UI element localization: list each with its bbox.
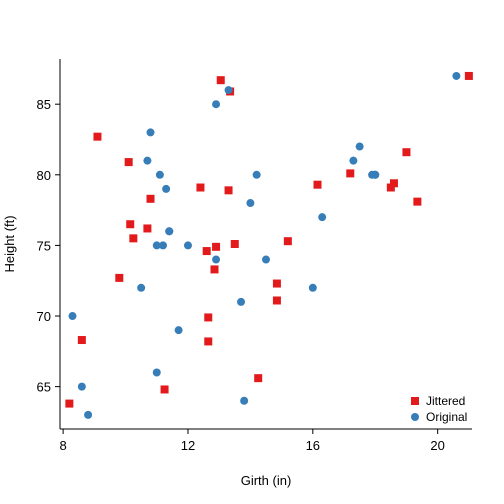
y-tick-label: 65 [37,380,51,395]
data-point [252,170,261,179]
data-point [371,170,380,179]
data-point [93,132,102,141]
data-point [84,410,93,419]
x-tick-label: 16 [306,438,320,453]
data-points [65,71,473,419]
data-point [143,156,152,165]
data-point [124,158,133,167]
data-point [212,242,221,251]
data-point [159,241,167,250]
x-tick-label: 8 [60,438,67,453]
legend-marker [411,397,419,405]
axes: 8 12 16 20 65 70 75 80 85 [37,59,472,453]
data-point [355,142,364,151]
legend-label: Jittered [426,394,465,408]
data-point [212,100,221,109]
x-axis-label: Girth (in) [241,473,292,488]
data-point [212,255,221,264]
data-point [126,220,135,229]
data-point [313,180,322,189]
legend-marker [411,413,419,421]
y-tick-label: 70 [37,309,51,324]
series-jittered [65,71,473,408]
y-tick-label: 80 [37,168,51,183]
data-point [230,240,239,248]
data-point [162,184,171,193]
legend: Jittered Original [411,394,467,424]
data-point [183,241,192,250]
data-point [204,313,213,322]
data-point [386,183,395,192]
data-point [77,336,86,345]
data-point [216,76,225,85]
data-point [272,296,281,305]
data-point [65,399,74,408]
data-point [202,247,211,256]
data-point [165,227,174,236]
data-point [464,71,473,80]
data-point [349,156,358,165]
data-point [240,396,249,405]
data-point [346,169,355,178]
data-point [262,255,270,264]
data-point [283,237,292,246]
data-point [224,186,233,195]
data-point [129,234,138,243]
data-point [318,213,327,222]
data-point [174,326,183,335]
data-point [413,197,422,206]
data-point [196,183,205,192]
data-point [155,170,164,179]
data-point [308,283,317,292]
data-point [254,374,263,383]
data-point [210,265,219,274]
data-point [452,71,461,80]
y-axis-label: Height (ft) [2,215,17,272]
data-point [224,86,233,95]
data-point [146,128,155,137]
legend-label: Original [426,410,467,424]
data-point [272,279,281,288]
data-point [152,368,161,377]
data-point [389,179,398,188]
data-point [146,194,155,203]
y-tick-label: 75 [37,238,51,253]
x-tick-label: 12 [181,438,195,453]
series-original [68,71,461,419]
data-point [160,385,169,394]
data-point [143,224,152,233]
data-point [137,283,146,292]
data-point [237,297,246,306]
data-point [68,312,77,321]
data-point [115,273,124,282]
y-tick-label: 85 [37,97,51,112]
data-point [402,148,411,157]
data-point [77,382,86,391]
data-point [204,337,213,346]
data-point [246,199,255,208]
data-point [152,241,161,250]
x-tick-label: 20 [430,438,444,453]
